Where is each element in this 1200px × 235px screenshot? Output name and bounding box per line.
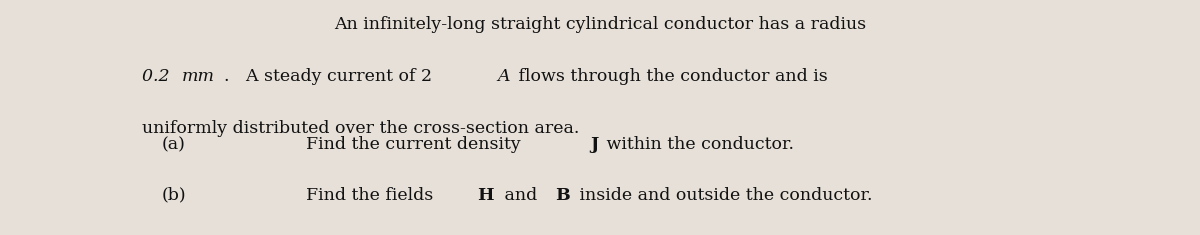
Text: An infinitely-long straight cylindrical conductor has a radius: An infinitely-long straight cylindrical … xyxy=(334,16,866,33)
Text: 0.2: 0.2 xyxy=(142,68,173,85)
Text: Find the fields: Find the fields xyxy=(306,187,439,204)
Text: (a): (a) xyxy=(162,136,186,153)
Text: H: H xyxy=(478,187,493,204)
Text: and: and xyxy=(498,187,542,204)
Text: B: B xyxy=(556,187,570,204)
Text: inside and outside the conductor.: inside and outside the conductor. xyxy=(574,187,872,204)
Text: uniformly distributed over the cross-section area.: uniformly distributed over the cross-sec… xyxy=(142,120,578,137)
Text: mm: mm xyxy=(181,68,215,85)
Text: J: J xyxy=(590,136,599,153)
Text: Find the current density: Find the current density xyxy=(306,136,527,153)
Text: flows through the conductor and is: flows through the conductor and is xyxy=(514,68,828,85)
Text: .   A steady current of 2: . A steady current of 2 xyxy=(224,68,436,85)
Text: within the conductor.: within the conductor. xyxy=(601,136,794,153)
Text: (b): (b) xyxy=(162,187,187,204)
Text: A: A xyxy=(497,68,510,85)
